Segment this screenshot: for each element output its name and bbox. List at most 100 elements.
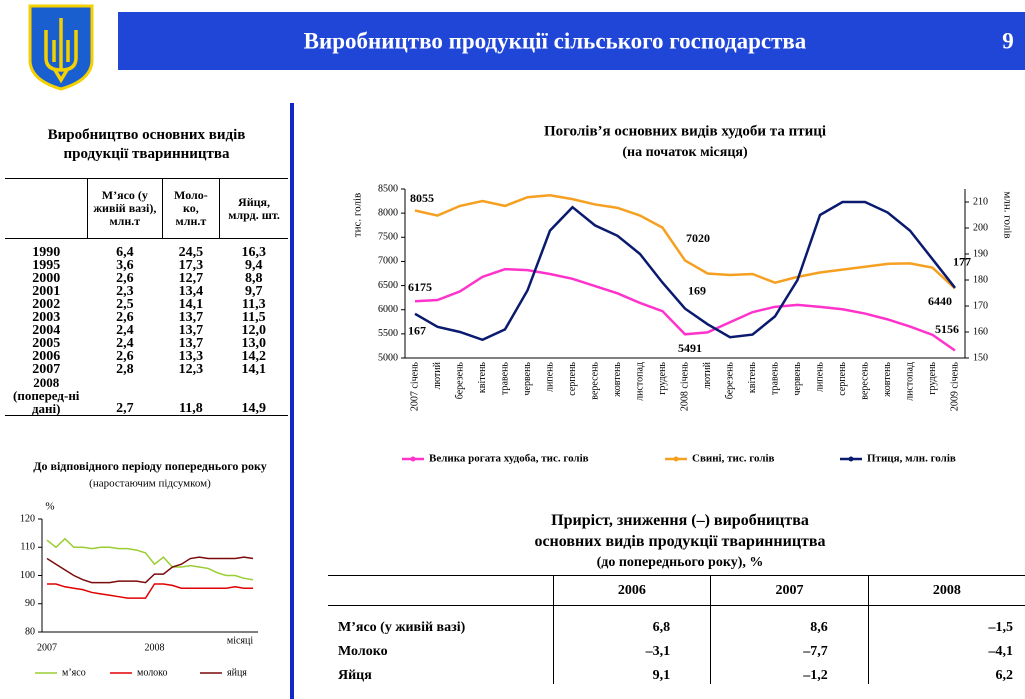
legend-label: яйця xyxy=(227,667,247,678)
table-row: 2008 (поперед-ні дані) 2,7 11,8 14,9 xyxy=(5,374,288,416)
value-cell: 12,3 xyxy=(178,361,204,377)
x-tick-label: вересень xyxy=(859,362,870,400)
title-line: Приріст, зниження (–) виробництва xyxy=(551,512,809,529)
y-tick-label: 7500 xyxy=(378,232,398,243)
value-cell: 2,5 xyxy=(116,296,134,312)
value-cell: 6,8 xyxy=(553,605,712,636)
series-line xyxy=(414,267,956,352)
x-tick-label: лютий xyxy=(702,361,713,389)
series-line xyxy=(414,194,956,290)
legend-marker xyxy=(848,456,854,462)
value-cell: –7,7 xyxy=(710,635,869,660)
legend-label: Птиця, млн. голів xyxy=(867,453,956,465)
header-cell xyxy=(5,178,88,239)
value-cell: 12,0 xyxy=(241,322,267,338)
x-tick-label: липень xyxy=(544,362,555,392)
data-label: 177 xyxy=(953,255,971,269)
value-cell: –4,1 xyxy=(988,643,1014,659)
year-cell: 2002 xyxy=(32,296,61,312)
x-tick-label: 2008 січень xyxy=(679,362,690,412)
legend-label: Велика рогата худоба, тис. голів xyxy=(429,453,589,465)
data-label: 5156 xyxy=(935,322,959,336)
x-tick-label: 2007 січень xyxy=(409,362,420,412)
column-header: 2007 xyxy=(710,575,869,606)
table-row: 2001 2,3 13,4 9,7 xyxy=(5,283,288,299)
data-label: 5491 xyxy=(678,341,702,355)
value-cell: 2,6 xyxy=(116,270,134,286)
column-header: 2006 xyxy=(553,575,712,606)
table-row: 2006 2,6 13,3 14,2 xyxy=(5,348,288,364)
series-line xyxy=(414,200,956,342)
column-header: М’ясо (у живій вазі), млн.т xyxy=(87,178,163,239)
y-tick-label: 5500 xyxy=(378,328,398,339)
series-line xyxy=(46,556,254,584)
chart-title: До відповідного періоду попереднього рок… xyxy=(33,459,267,473)
page-number: 9 xyxy=(1002,28,1014,53)
table-row: 2000 2,6 12,7 8,8 xyxy=(5,270,288,286)
header-cell xyxy=(328,575,554,606)
value-cell: 14,2 xyxy=(241,348,267,364)
value-cell: 2,8 xyxy=(116,361,134,377)
value-cell: 6,4 xyxy=(116,244,134,260)
x-tick-label: серпень xyxy=(567,362,578,396)
chart-subtitle: (на початок місяця) xyxy=(622,145,748,160)
value-cell: 8,6 xyxy=(710,605,869,636)
y-tick-label: 8000 xyxy=(378,207,398,218)
divider xyxy=(290,103,294,699)
y-tick-label: 100 xyxy=(20,570,35,581)
year-cell: 2008 (поперед-ні дані) xyxy=(13,374,80,416)
value-cell: 13,7 xyxy=(178,322,204,338)
trident xyxy=(44,18,78,84)
x-tick-label: вересень xyxy=(589,362,600,400)
x-tick-label: лютий xyxy=(432,361,443,389)
row-label: М’ясо (у живій вазі) xyxy=(328,605,554,636)
y-tick-label: 80 xyxy=(25,626,35,637)
y2-tick-label: 200 xyxy=(973,222,988,233)
y2-tick-label: 150 xyxy=(973,352,988,363)
title-line: Виробництво основних видів xyxy=(47,127,246,143)
value-cell: 2,3 xyxy=(116,283,134,299)
value-cell: 11,3 xyxy=(241,296,266,312)
year-cell: 2001 xyxy=(32,283,61,299)
y-tick-label: 110 xyxy=(20,542,35,553)
value-cell: 13,0 xyxy=(241,335,267,351)
year-cell: 2007 xyxy=(32,361,61,377)
value-cell: 2,4 xyxy=(116,322,134,338)
year-cell: 2004 xyxy=(32,322,61,338)
y2-tick-label: 170 xyxy=(973,300,988,311)
value-cell: 24,5 xyxy=(178,244,204,260)
table-row: 2007 2,8 12,3 14,1 xyxy=(5,361,288,377)
value-cell: 13,7 xyxy=(178,309,204,325)
year-cell: 2006 xyxy=(32,348,61,364)
chart-title: Поголів’я основних видів худоби та птиці xyxy=(544,123,826,139)
table-title: Виробництво основних видів продукції твар… xyxy=(5,126,288,164)
y-tick-label: 7000 xyxy=(378,256,398,267)
y2-tick-label: 210 xyxy=(973,196,988,207)
legend-marker xyxy=(410,456,416,462)
table-row: 2002 2,5 14,1 11,3 xyxy=(5,296,288,312)
series-line xyxy=(47,583,253,599)
value-cell: 9,7 xyxy=(245,283,263,299)
y-tick-label: 120 xyxy=(20,513,35,524)
x-tick-label: 2007 xyxy=(37,642,57,653)
table-row: М’ясо (у живій вазі) 6,8 8,6 –1,5 xyxy=(328,605,1025,636)
year-cell: 2003 xyxy=(32,309,61,325)
y2-axis-label: млн. голів xyxy=(1001,191,1013,238)
table-row: 2003 2,6 13,7 11,5 xyxy=(5,309,288,325)
x-tick-label: квітень xyxy=(747,362,758,394)
y-axis-label: тис. голів xyxy=(352,193,364,237)
x-tick-label: жовтень xyxy=(612,362,623,398)
year-cell: 1990 xyxy=(32,244,61,260)
data-label: 169 xyxy=(688,283,706,297)
value-cell: 8,8 xyxy=(245,270,263,286)
y-tick-label: 6500 xyxy=(378,280,398,291)
value-cell: 2,6 xyxy=(116,309,134,325)
legend-label: Свині, тис. голів xyxy=(692,453,775,465)
value-cell: 14,1 xyxy=(241,361,267,377)
table-row: 2004 2,4 13,7 12,0 xyxy=(5,322,288,338)
data-label: 6440 xyxy=(928,294,952,308)
x-tick-label: квітень xyxy=(477,362,488,394)
table-row: Молоко –3,1 –7,7 –4,1 xyxy=(328,635,1025,660)
title-line: продукції тваринництва xyxy=(63,146,230,162)
